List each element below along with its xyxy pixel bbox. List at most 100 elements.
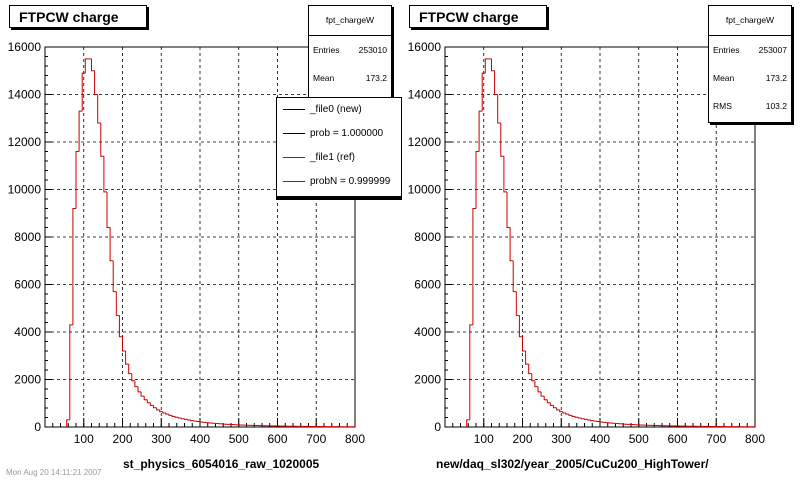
histogram-bin	[509, 227, 514, 262]
histogram-bin	[528, 364, 532, 375]
histogram-bin	[162, 411, 166, 414]
histogram-bin	[184, 418, 188, 420]
x-tick-label: 400	[190, 432, 210, 446]
chart-title-right: FTPCW charge	[409, 5, 547, 28]
y-tick-label: 0	[34, 420, 41, 434]
x-axis-title-left: st_physics_6054016_raw_1020005	[123, 457, 320, 471]
histogram-bin	[115, 291, 120, 316]
y-tick-label: 8000	[414, 230, 441, 244]
y-tick-label: 16000	[408, 40, 442, 54]
histogram-bin	[149, 402, 154, 406]
y-tick-label: 0	[434, 420, 441, 434]
histogram-bin	[190, 419, 194, 422]
histogram-panel-left: 0 2000 4000 6000 8000 10000 12000 14000 16000 100…	[8, 5, 402, 471]
y-tick-label: 12000	[408, 135, 442, 149]
histogram-bin	[534, 380, 538, 388]
histogram-bin	[146, 399, 151, 404]
y-tick-label: 12000	[8, 135, 42, 149]
x-tick-label: 600	[667, 432, 687, 446]
x-tick-label: 300	[551, 432, 571, 446]
legend-label: _file1 (ref)	[310, 152, 356, 163]
stats-value: 253010	[358, 45, 387, 55]
histogram-bin	[66, 419, 70, 427]
x-tick-label: 700	[306, 432, 326, 446]
histogram-bin	[174, 416, 179, 418]
histogram-bin	[97, 94, 101, 124]
histogram-bin	[500, 123, 504, 157]
histogram-bin	[478, 110, 483, 152]
histogram-bin	[584, 418, 588, 420]
histogram-bin	[91, 58, 95, 72]
stats-key: Entries	[713, 45, 740, 55]
histogram-bin	[69, 324, 73, 420]
histogram-bin	[497, 94, 501, 124]
histogram-bin	[506, 191, 511, 228]
y-tick-label: 14000	[8, 88, 42, 102]
stats-name-right: fpt_chargeW	[709, 6, 791, 36]
stats-row-rms-right: RMS 103.2	[709, 92, 791, 120]
histogram-bin	[571, 415, 576, 417]
legend-label: _file0 (new)	[310, 104, 362, 115]
histogram-bin	[81, 72, 86, 112]
stats-row-entries-right: Entries 253007	[709, 36, 791, 64]
legend-swatch	[283, 157, 305, 158]
x-tick-label: 100	[74, 432, 94, 446]
legend-swatch	[283, 109, 305, 110]
histogram-bin	[472, 208, 476, 325]
histogram-bin	[553, 405, 557, 409]
stats-row-entries-left: Entries 253010	[309, 36, 391, 64]
histogram-bin	[100, 123, 104, 157]
histogram-bin	[180, 417, 185, 420]
stats-value: 253007	[758, 45, 787, 55]
stats-value: 173.2	[765, 73, 787, 83]
x-tick-label: 800	[745, 432, 765, 446]
chart-right: 0 2000 4000 6000 8000 10000 12000 14000 16000 100…	[408, 40, 766, 446]
histogram-bin	[556, 407, 560, 411]
y-tick-label: 10000	[8, 183, 42, 197]
histogram-bin	[187, 419, 191, 421]
histogram-bin	[515, 291, 520, 316]
histogram-bin	[562, 411, 566, 414]
histogram-bin	[512, 260, 517, 293]
legend-entry: prob = 1.000000	[277, 122, 401, 146]
x-tick-label: 200	[512, 432, 532, 446]
stats-key: RMS	[713, 101, 732, 111]
histogram-bin	[137, 386, 142, 393]
stats-value: 173.2	[365, 73, 387, 83]
stats-row-mean-right: Mean 173.2	[709, 64, 791, 92]
histogram-bin	[134, 380, 138, 388]
histogram-bin	[171, 415, 176, 417]
histogram-bin	[494, 70, 498, 95]
histogram-bin	[484, 58, 489, 74]
histogram-bin	[531, 373, 535, 382]
histogram-bin	[122, 336, 126, 352]
histogram-bin	[177, 417, 182, 419]
stats-box-right: fpt_chargeW Entries 253007 Mean 173.2 RM…	[708, 5, 792, 123]
histogram-bin	[546, 399, 551, 404]
histogram-bin	[125, 351, 129, 365]
histogram-bin	[78, 110, 83, 152]
y-tick-label: 10000	[408, 183, 442, 197]
legend-label: probN = 0.999999	[310, 176, 391, 187]
legend-swatch	[283, 133, 305, 134]
histogram-bin	[590, 419, 594, 422]
y-tick-label: 8000	[14, 230, 41, 244]
y-tick-label: 4000	[414, 325, 441, 339]
histogram-bin	[565, 412, 569, 415]
histogram-bin	[156, 407, 160, 411]
histogram-bin	[159, 409, 163, 413]
stats-value: 103.2	[765, 101, 787, 111]
stats-row-mean-left: Mean 173.2	[309, 64, 391, 92]
histogram-bin	[577, 417, 582, 419]
histogram-bin	[128, 364, 132, 375]
stats-key: Mean	[713, 73, 735, 83]
x-tick-label: 500	[629, 432, 649, 446]
histogram-bin	[109, 227, 114, 262]
histogram-panel-right: 0 2000 4000 6000 8000 10000 12000 14000 16000 100…	[400, 0, 800, 480]
histogram-bin	[574, 416, 579, 418]
legend-box: _file0 (new) prob = 1.000000 _file1 (ref…	[276, 97, 402, 197]
histogram-bin	[84, 58, 89, 74]
histogram-bin	[518, 315, 523, 338]
timestamp-footnote: Mon Aug 20 14:11:21 2007	[6, 468, 102, 477]
x-tick-label: 400	[590, 432, 610, 446]
